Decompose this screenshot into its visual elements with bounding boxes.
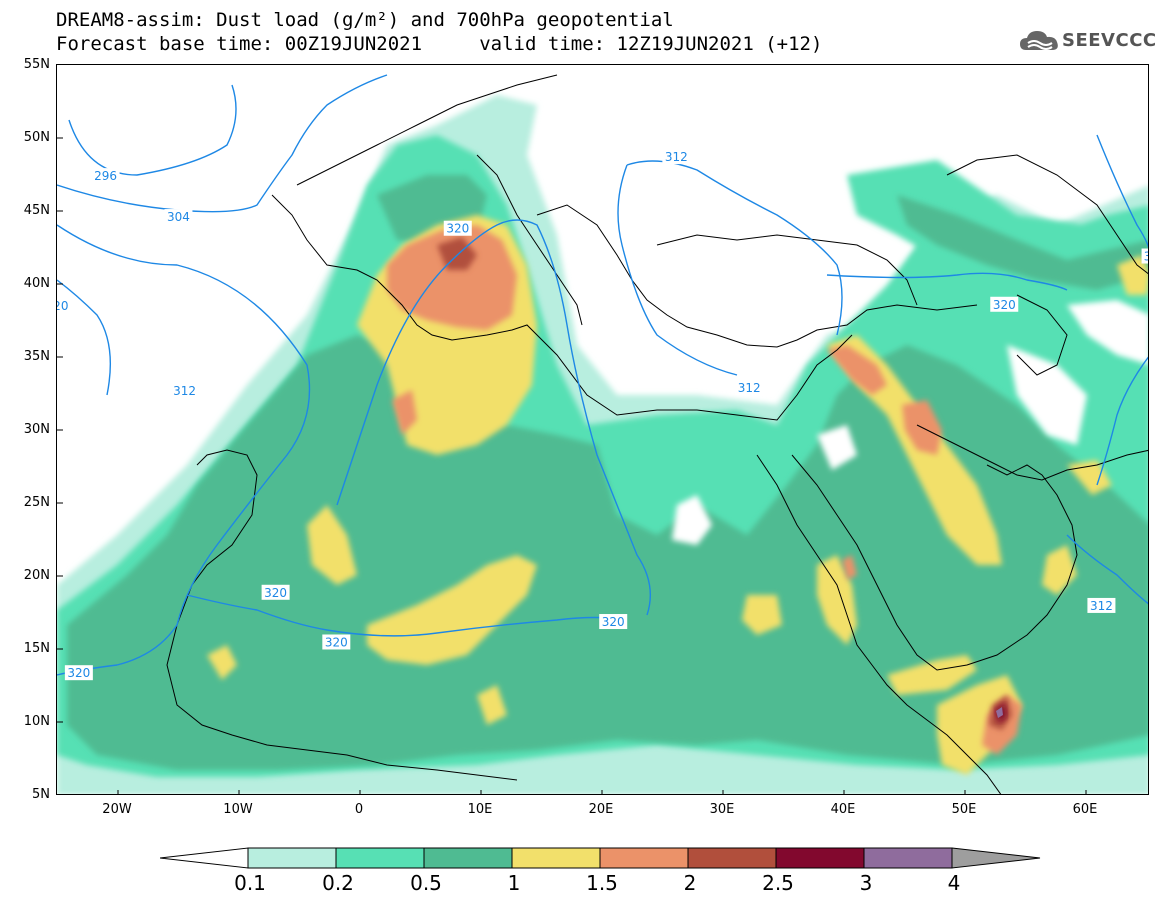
contour-label: 312 xyxy=(1090,599,1113,613)
contour-label-bg xyxy=(662,149,691,165)
map-canvas: 296 304 312 320 320 312 312 320 320 320 320 320 312 3 xyxy=(57,74,1149,794)
map-title: DREAM8-assim: Dust load (g/m²) and 700hP… xyxy=(56,9,674,31)
contour-label: 312 xyxy=(738,381,761,395)
colorbar-tick: 2.5 xyxy=(762,871,794,895)
colorbar-swatch xyxy=(423,847,513,869)
dust-level-3 xyxy=(996,707,1003,718)
lat-label: 15N xyxy=(23,641,50,656)
colorbar-tick: 3 xyxy=(859,871,873,895)
contour-label: 320 xyxy=(993,298,1016,312)
colorbar-tick: 1 xyxy=(507,871,521,895)
lat-label: 40N xyxy=(23,276,50,291)
lon-label: 60E xyxy=(1072,802,1098,817)
colorbar-swatches xyxy=(159,847,1041,869)
lat-label: 45N xyxy=(23,203,50,218)
colorbar-tick: 4 xyxy=(947,871,961,895)
contour-label-bg xyxy=(164,209,193,225)
lat-label: 50N xyxy=(23,130,50,145)
lat-label: 10N xyxy=(23,714,50,729)
contour-label-bg xyxy=(170,383,199,399)
contour-label-bg xyxy=(1087,597,1116,613)
contour-label-bg xyxy=(261,584,290,600)
lat-label: 25N xyxy=(23,495,50,510)
map-ticks xyxy=(57,137,1087,794)
colorbar-swatch xyxy=(687,847,777,869)
colorbar-swatch xyxy=(247,847,337,869)
contour-label: 320 xyxy=(264,586,287,600)
seevccc-logo xyxy=(1018,26,1158,56)
contour-label: 320 xyxy=(57,299,68,313)
lon-label: 40E xyxy=(830,802,856,817)
colorbar-swatch xyxy=(599,847,689,869)
colorbar-swatch-over xyxy=(951,847,1041,869)
colorbar-tick: 0.5 xyxy=(410,871,442,895)
lat-label: 55N xyxy=(23,57,50,72)
contour-label: 320 xyxy=(446,222,469,236)
colorbar-swatch xyxy=(511,847,601,869)
forecast-times: Forecast base time: 00Z19JUN2021 valid t… xyxy=(56,33,823,55)
lat-label: 35N xyxy=(23,349,50,364)
contour-label-bg xyxy=(990,296,1019,312)
contour-label-bg xyxy=(443,220,472,236)
contour-label: 320 xyxy=(67,666,90,680)
contour-label-bg xyxy=(91,168,120,184)
dust-level-clear xyxy=(672,300,1148,545)
colorbar-tick: 0.1 xyxy=(234,871,266,895)
lat-label: 30N xyxy=(23,422,50,437)
contour-label-bg xyxy=(1141,248,1148,264)
contour-label-bg xyxy=(322,634,351,650)
lat-label: 20N xyxy=(23,568,50,583)
contour-label-bg xyxy=(735,380,764,396)
contour-label-bg xyxy=(57,298,71,314)
contour-label: 296 xyxy=(94,169,117,183)
colorbar-tick: 1.5 xyxy=(586,871,618,895)
contour-labels: 296 304 312 320 320 312 312 320 320 320 320 320 312 3 xyxy=(57,149,1149,681)
lon-label: 20W xyxy=(102,802,132,817)
colorbar-swatch-under xyxy=(159,847,249,869)
contour-label: 320 xyxy=(602,615,625,629)
contour-label: 312 xyxy=(665,150,688,164)
cloud-icon xyxy=(1020,31,1058,50)
contour-label: 320 xyxy=(325,635,348,649)
dust-load-map: 296 304 312 320 320 312 312 320 320 320 320 320 312 3 xyxy=(56,64,1149,795)
contour-label-bg xyxy=(64,665,93,681)
colorbar xyxy=(159,846,1045,870)
lon-label: 10W xyxy=(223,802,253,817)
lon-label: 0 xyxy=(354,802,364,817)
logo-text: SEEVCCC xyxy=(1062,30,1157,51)
contour-label: 312 xyxy=(173,384,196,398)
colorbar-swatch xyxy=(775,847,865,869)
contour-label: 304 xyxy=(167,210,190,224)
lon-label: 20E xyxy=(588,802,614,817)
coastlines xyxy=(166,74,1148,794)
colorbar-swatch xyxy=(335,847,425,869)
lon-label: 30E xyxy=(709,802,735,817)
contour-label-bg xyxy=(599,614,628,630)
colorbar-swatch xyxy=(863,847,953,869)
geopotential-contours xyxy=(57,74,1148,676)
colorbar-tick: 0.2 xyxy=(322,871,354,895)
lon-label: 10E xyxy=(467,802,493,817)
contour-label: 3 xyxy=(1144,250,1149,264)
colorbar-tick: 2 xyxy=(683,871,697,895)
lon-label: 50E xyxy=(951,802,977,817)
lat-label: 5N xyxy=(32,787,50,802)
